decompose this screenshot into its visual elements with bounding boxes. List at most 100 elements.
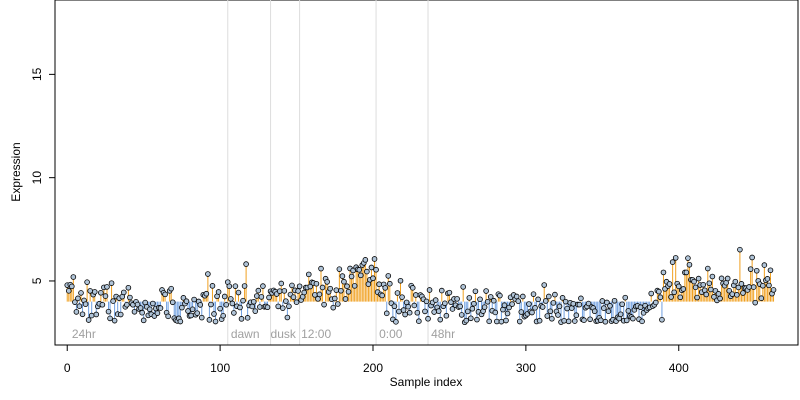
data-point [414, 309, 421, 316]
data-point [576, 301, 583, 308]
data-point [506, 304, 512, 311]
data-point [695, 275, 702, 282]
data-point [220, 313, 226, 319]
data-point [78, 290, 84, 296]
data-point [405, 303, 411, 310]
y-tick-label: 10 [30, 171, 44, 185]
data-point [486, 318, 492, 325]
data-point [559, 295, 566, 301]
data-point [770, 287, 777, 293]
data-point [691, 278, 697, 285]
data-point [469, 305, 476, 312]
data-point [749, 254, 755, 261]
data-point [516, 318, 523, 325]
data-point [694, 294, 700, 301]
data-point [402, 311, 408, 318]
data-point [611, 297, 618, 304]
data-point [324, 279, 330, 285]
data-point [550, 300, 557, 306]
data-point [146, 306, 153, 313]
data-point [168, 285, 174, 292]
data-point [463, 317, 470, 324]
data-point [279, 305, 286, 311]
data-point [266, 294, 272, 301]
data-point [194, 310, 200, 316]
data-point [703, 291, 710, 298]
data-point [487, 294, 494, 300]
data-point [737, 246, 743, 253]
data-point [468, 315, 474, 322]
data-point [726, 288, 733, 294]
data-point [578, 295, 584, 302]
data-point [305, 271, 312, 278]
data-point [342, 296, 349, 302]
data-point [565, 318, 572, 325]
data-point [344, 283, 350, 290]
data-point [335, 301, 341, 307]
data-point [185, 308, 191, 314]
data-point [281, 288, 288, 294]
data-point [607, 303, 613, 309]
data-point [464, 308, 471, 315]
data-point [131, 308, 138, 315]
data-point [387, 280, 393, 287]
data-point [290, 294, 297, 300]
data-point [724, 275, 731, 282]
data-point [284, 314, 291, 321]
data-point [139, 309, 145, 316]
data-point [276, 288, 283, 294]
data-point [376, 281, 382, 288]
data-point [206, 317, 213, 323]
data-point [555, 312, 561, 318]
data-point [140, 317, 147, 324]
data-point [659, 316, 665, 323]
y-tick-label: 15 [30, 67, 44, 81]
data-point [547, 308, 554, 315]
data-point [416, 318, 422, 325]
data-point [383, 310, 390, 317]
data-point [84, 279, 90, 285]
data-point [677, 294, 684, 301]
data-point [223, 301, 230, 308]
data-point [364, 268, 370, 275]
data-point [179, 304, 185, 311]
data-point [735, 284, 742, 291]
data-point [406, 309, 413, 316]
data-point [385, 273, 392, 279]
data-point [108, 280, 115, 286]
data-point [758, 295, 765, 302]
data-point [460, 284, 466, 290]
data-point [656, 288, 662, 295]
data-point [587, 316, 593, 323]
data-point [692, 284, 699, 291]
data-point [75, 295, 81, 302]
x-tick-label: 200 [363, 361, 383, 375]
data-point [394, 290, 401, 296]
data-point [752, 299, 758, 306]
data-point [513, 293, 520, 300]
data-point [296, 283, 303, 290]
data-point [446, 289, 453, 296]
data-point [666, 281, 673, 287]
data-point [541, 282, 548, 288]
data-point [761, 262, 768, 268]
data-point [504, 310, 511, 317]
data-point [321, 301, 327, 308]
data-point [498, 318, 505, 325]
data-point [412, 292, 419, 298]
data-point [630, 315, 636, 322]
data-point [289, 282, 295, 289]
time-annotation: dawn [231, 327, 260, 341]
data-point [706, 280, 713, 287]
data-point [228, 296, 234, 302]
data-point [481, 304, 488, 310]
x-tick-label: 0 [64, 361, 71, 375]
data-point [211, 311, 217, 317]
data-point [472, 288, 479, 295]
data-point [672, 255, 679, 261]
data-point [205, 271, 211, 277]
data-point [258, 294, 265, 300]
data-point [221, 293, 228, 300]
time-annotation: 0:00 [379, 327, 403, 341]
data-point [293, 299, 300, 306]
